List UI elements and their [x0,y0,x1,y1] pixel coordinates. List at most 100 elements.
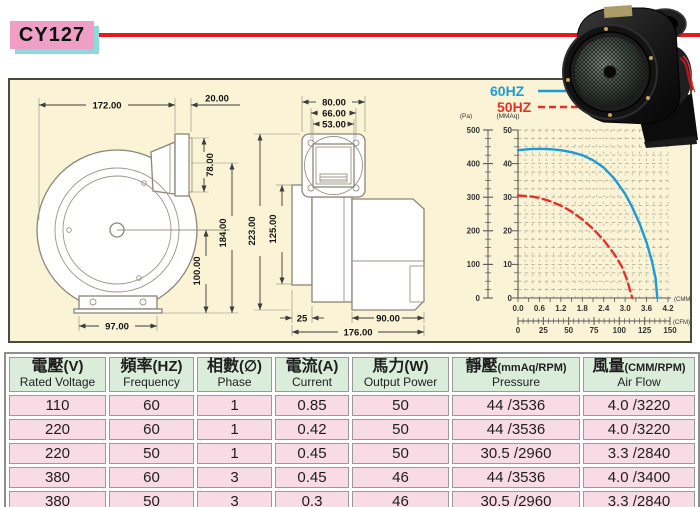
blower-photo-group [562,5,698,148]
pa-tick-label: 500 [467,126,481,135]
cfm-tick-label: 150 [663,326,677,335]
outlet-flange [174,133,190,197]
mmaq-tick-label: 50 [503,126,512,135]
table-cell: 1 [197,442,272,464]
curve-50hz [516,194,634,300]
table-cell: 380 [9,490,106,507]
dim-side-height: 223.00 [247,216,258,245]
column-header: 電流(A) Current [275,357,349,392]
mmaq-axis-label: (MMAq) [496,113,519,120]
dim-opening-width: 53.00 [322,120,346,131]
hub-cap [603,65,617,79]
spec-table: 電壓(V) Rated Voltage 頻率(HZ) Frequency 相數(∅) Ph… [4,352,700,507]
table-cell: 50 [109,442,194,464]
table-cell: 1 [197,394,272,416]
model-text: CY127 [18,23,86,46]
table-cell: 50 [352,418,449,440]
pa-tick-label: 100 [467,260,481,269]
mounting-base [78,295,158,310]
table-cell: 0.42 [275,418,349,440]
dim-center-height: 100.00 [192,256,203,285]
x-tick-label: 2.4 [598,304,610,313]
dim-front-width: 172.00 [92,101,121,112]
dim-flange-width: 80.00 [322,98,346,109]
table-cell: 0.3 [275,490,349,507]
table-cell: 220 [9,442,106,464]
legend-50hz-label: 50HZ [497,99,532,115]
column-header: 靜壓(mmAq/RPM) Pressure [452,357,580,392]
front-view-drawing: 172.00 20.00 78.00 184.00 [36,94,240,333]
cfm-tick-label: 0 [516,326,521,335]
side-view-drawing: 80.00 66.00 53.00 223.00 [247,96,425,339]
table-cell: 110 [9,394,106,416]
spec-panel: 172.00 20.00 78.00 184.00 [8,78,692,343]
pa-tick-label: 400 [467,159,481,168]
dim-depth-total: 176.00 [343,328,372,339]
x-tick-label: 3.0 [620,304,632,313]
table-row: 380 60 3 0.45 46 44 /3536 4.0 /3400 [9,466,695,488]
screw [566,78,570,82]
table-cell: 220 [9,418,106,440]
dim-outlet-depth: 20.00 [205,94,229,105]
column-header: 電壓(V) Rated Voltage [9,357,106,392]
table-row: 220 60 1 0.42 50 44 /3536 4.0 /3220 [9,418,695,440]
housing-column [311,196,353,303]
x-tick-label: 1.8 [577,304,589,313]
cfm-tick-label: 50 [564,326,573,335]
screw [608,113,612,117]
pa-tick-label: 300 [467,193,481,202]
cfm-tick-label: 25 [539,326,548,335]
x-tick-label: 1.2 [555,304,567,313]
table-header-row: 電壓(V) Rated Voltage 頻率(HZ) Frequency 相數(∅) Ph… [9,357,695,392]
x-tick-label: 0.0 [512,304,524,313]
table-row: 380 50 3 0.3 46 30.5 /2960 3.3 /2840 [9,490,695,507]
dim-bolt-spacing: 66.00 [322,109,346,120]
table-cell: 380 [9,466,106,488]
table-cell: 44 /3536 [452,394,580,416]
inlet-opening [312,143,355,188]
technical-drawings: 172.00 20.00 78.00 184.00 [36,94,425,339]
dim-base-width: 97.00 [105,322,129,333]
motor-body [351,198,425,311]
table-cell: 30.5 /2960 [452,442,580,464]
mmaq-tick-label: 0 [508,294,513,303]
dim-foot-depth: 25 [297,314,308,325]
name-plate [603,5,633,18]
model-label: CY127 [10,21,94,49]
table-row: 110 60 1 0.85 50 44 /3536 4.0 /3220 [9,394,695,416]
table-cell: 50 [352,442,449,464]
outlet-duct [150,141,176,195]
table-cell: 1 [197,418,272,440]
performance-chart: 5004003002001000(Pa)50403020100(MMAq)0.0… [460,83,690,335]
dim-motor-height: 125.00 [268,214,279,243]
mmaq-tick-label: 10 [503,260,512,269]
table-cell: 44 /3536 [452,466,580,488]
x-tick-label: 3.6 [641,304,653,313]
dim-motor-width: 90.00 [376,314,400,325]
column-header: 相數(∅) Phase [197,357,272,392]
dim-outlet-height: 78.00 [205,153,216,177]
mmaq-tick-label: 30 [503,193,512,202]
pa-tick-label: 0 [476,294,481,303]
x-axis-unit: (CMM) [674,297,690,303]
table-cell: 3.3 /2840 [583,442,695,464]
chart-legend: 60HZ 50HZ [490,83,604,115]
x-tick-label: 0.6 [534,304,546,313]
column-header: 風量(CMM/RPM) Air Flow [583,357,695,392]
table-cell: 3 [197,466,272,488]
table-cell: 30.5 /2960 [452,490,580,507]
table-cell: 3 [197,490,272,507]
chart-plot: 5004003002001000(Pa)50403020100(MMAq)0.0… [460,113,690,335]
legend-60hz-label: 60HZ [490,83,525,99]
table-cell: 0.45 [275,442,349,464]
column-header: 頻率(HZ) Frequency [109,357,194,392]
table-cell: 44 /3536 [452,418,580,440]
table-cell: 4.0 /3220 [583,394,695,416]
table-cell: 60 [109,466,194,488]
table-cell: 0.85 [275,394,349,416]
dim-front-height: 184.00 [218,218,229,247]
table-cell: 60 [109,418,194,440]
cfm-tick-label: 100 [613,326,627,335]
table-cell: 60 [109,394,194,416]
